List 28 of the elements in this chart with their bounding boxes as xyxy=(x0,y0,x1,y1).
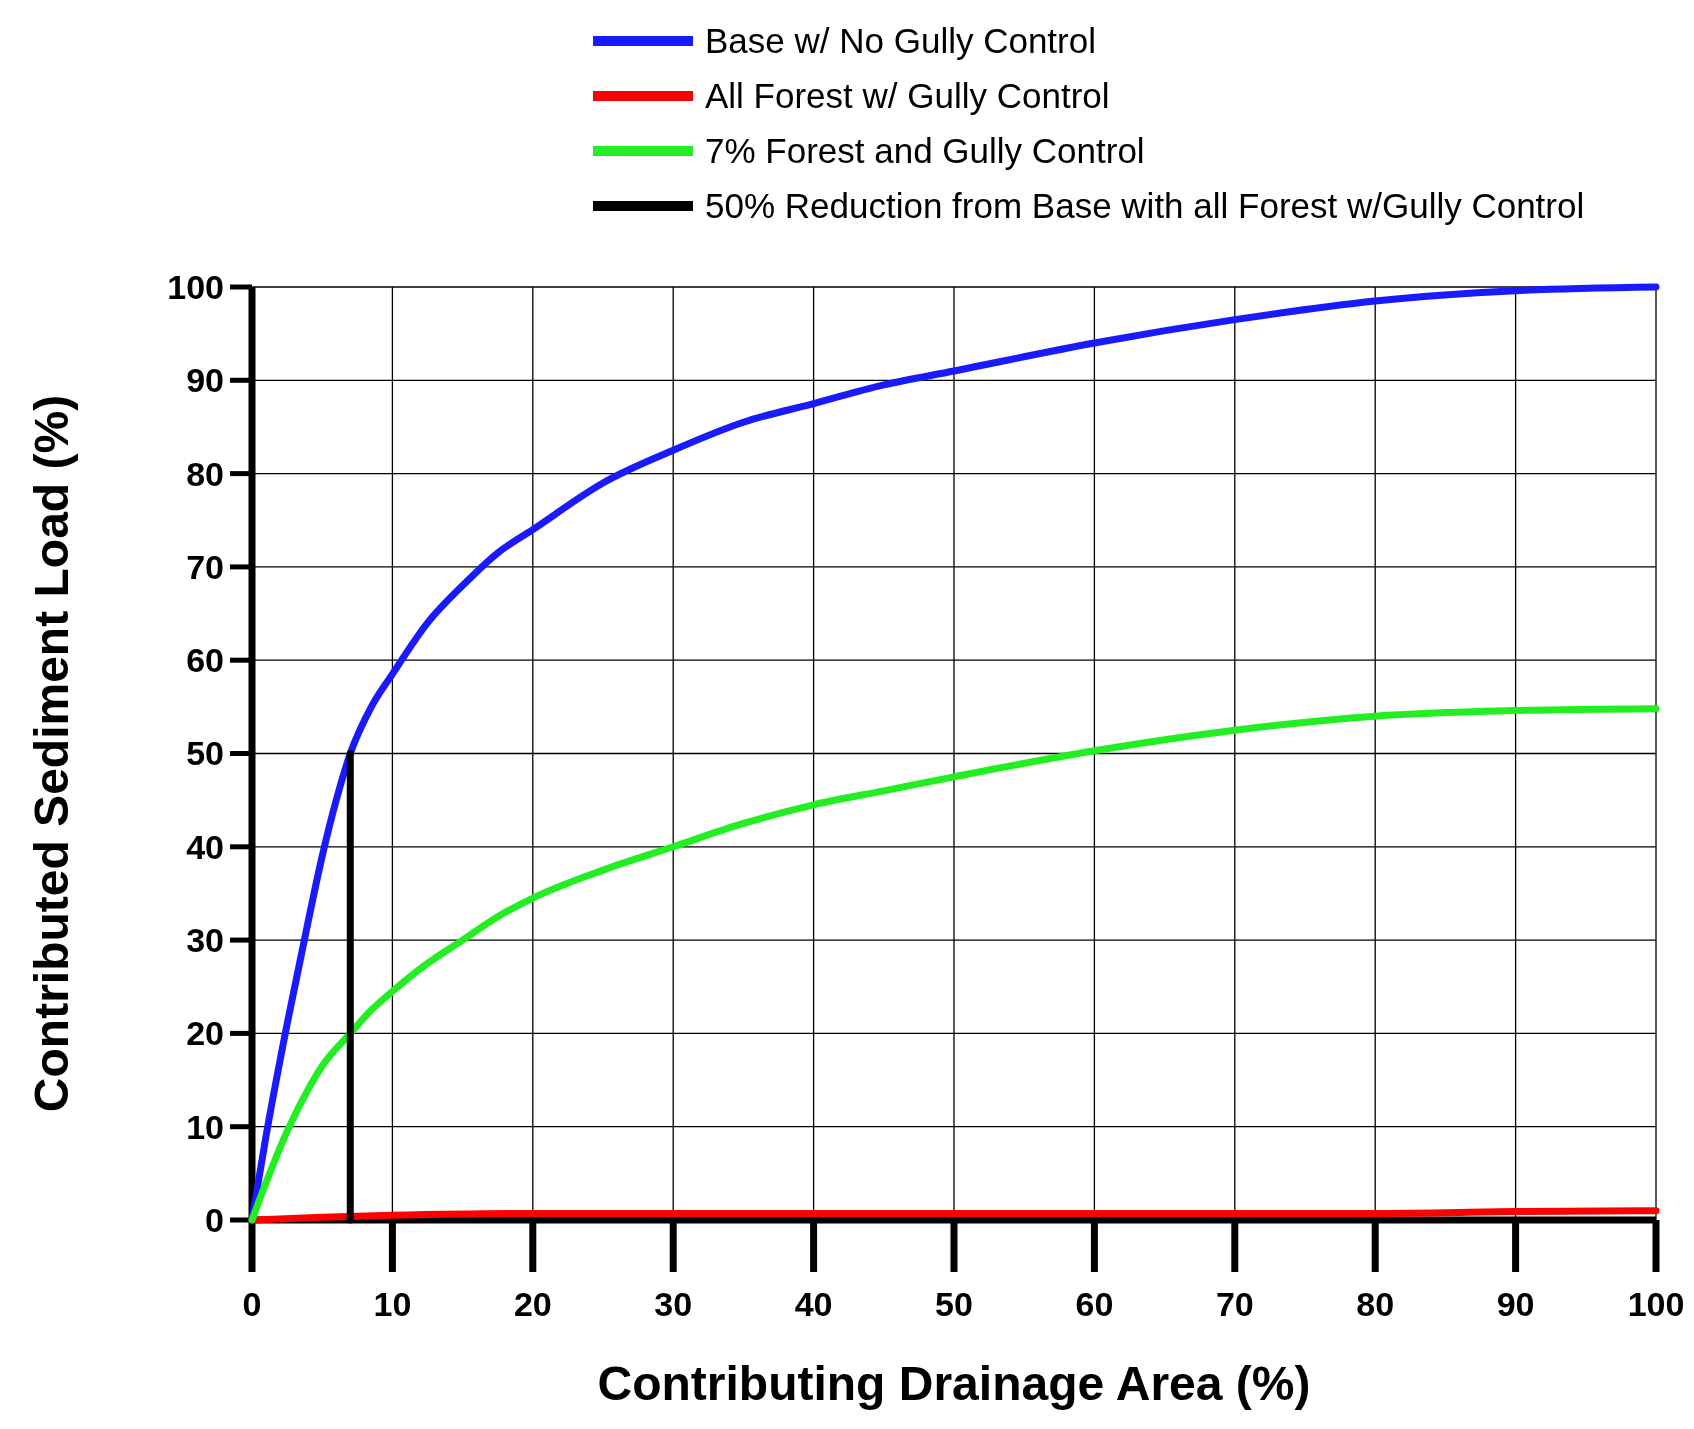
x-tick-label: 100 xyxy=(1627,1285,1685,1323)
y-tick-label: 60 xyxy=(186,641,224,680)
x-tick-label: 0 xyxy=(242,1285,262,1323)
y-tick-label: 40 xyxy=(186,827,224,866)
x-tick-label: 90 xyxy=(1496,1285,1535,1323)
y-tick-label: 0 xyxy=(205,1200,224,1239)
legend-label: 50% Reduction from Base with all Forest w/Gully Control xyxy=(705,186,1585,226)
y-tick-label: 100 xyxy=(167,267,224,306)
x-tick-label: 30 xyxy=(654,1285,693,1323)
legend-label: All Forest w/ Gully Control xyxy=(705,76,1110,116)
x-tick-label: 40 xyxy=(794,1285,833,1323)
y-axis-title: Contributed Sediment Load (%) xyxy=(25,394,78,1113)
y-tick-label: 10 xyxy=(186,1107,224,1146)
x-tick-label: 20 xyxy=(513,1285,552,1323)
x-tick-label: 60 xyxy=(1075,1285,1114,1323)
y-tick-label: 50 xyxy=(186,734,224,773)
legend-label: 7% Forest and Gully Control xyxy=(705,131,1145,171)
x-tick-label: 50 xyxy=(935,1285,973,1323)
y-tick-label: 90 xyxy=(186,361,224,400)
legend-label: Base w/ No Gully Control xyxy=(705,21,1096,61)
x-tick-label: 70 xyxy=(1215,1285,1254,1323)
y-tick-label: 20 xyxy=(186,1014,224,1053)
y-tick-label: 70 xyxy=(186,547,224,586)
y-tick-label: 80 xyxy=(186,454,224,493)
x-tick-label: 10 xyxy=(373,1285,412,1323)
x-axis-title: Contributing Drainage Area (%) xyxy=(597,1357,1311,1410)
x-tick-label: 80 xyxy=(1356,1285,1395,1323)
y-tick-label: 30 xyxy=(186,921,224,959)
